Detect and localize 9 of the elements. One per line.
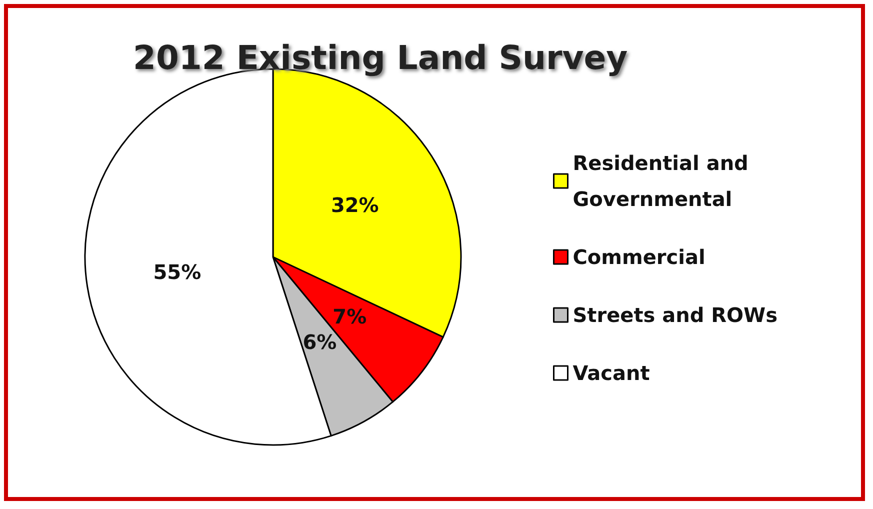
- legend-label: Streets and ROWs: [572, 303, 778, 327]
- data-label: 32%: [330, 193, 379, 218]
- legend-label: Commercial: [572, 245, 706, 269]
- legend-label: Residential and Governmental: [572, 151, 756, 211]
- data-label: 7%: [332, 304, 367, 328]
- legend-label: Vacant: [572, 361, 650, 385]
- chart-title: 2012 Existing Land Survey: [133, 38, 628, 77]
- data-label: 6%: [302, 330, 337, 354]
- data-label: 55%: [153, 260, 202, 284]
